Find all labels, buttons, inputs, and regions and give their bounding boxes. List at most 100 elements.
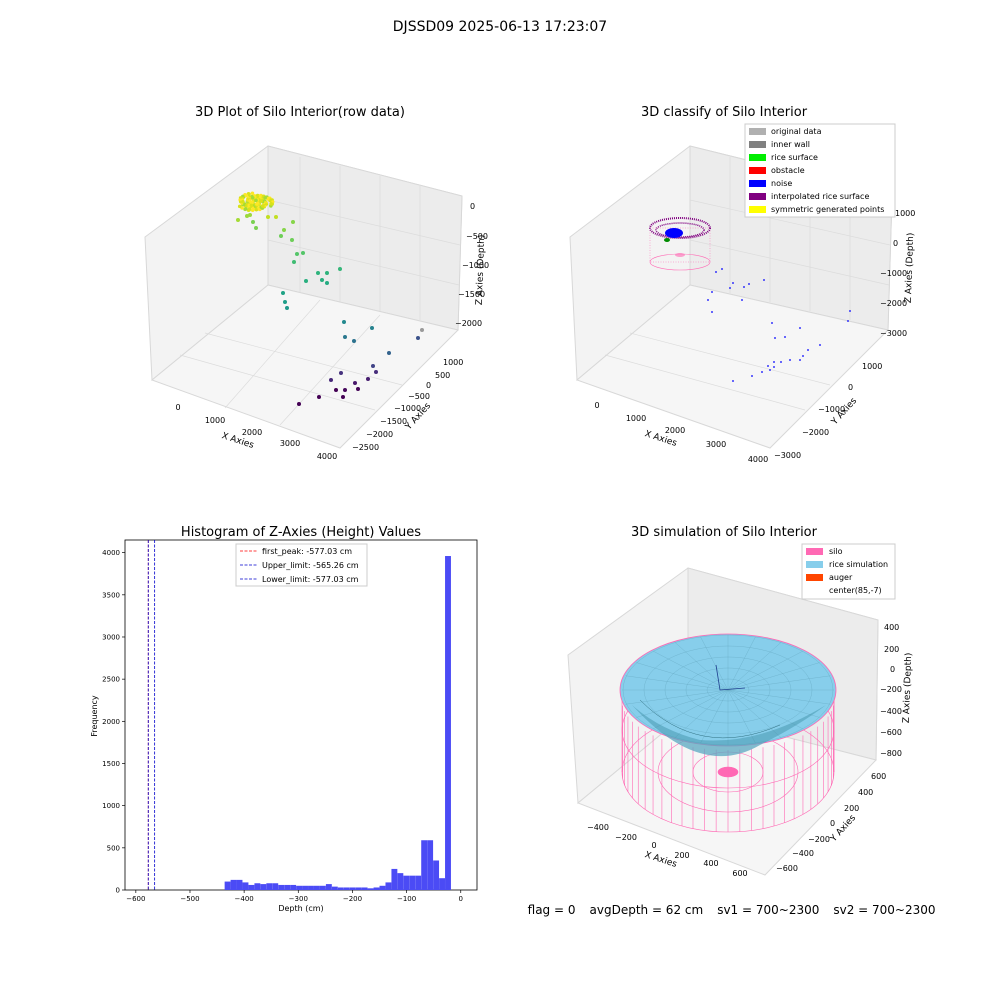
noise-point [773,361,775,363]
status-avg-depth: avgDepth = 62 cm [589,903,704,917]
noise-point [743,286,745,288]
legend-silo: silo [829,547,843,556]
noise-point [767,365,769,367]
noise-point [711,311,713,313]
rice-mesh-line [636,689,729,718]
z-tick: 400 [884,623,899,632]
noise-point [789,359,791,361]
histogram-bar [325,884,332,890]
y-tick-label: 4000 [102,549,120,557]
histogram-bar [343,887,350,890]
panel4-z-ticks: 400 200 0 −200 −400 −600 −800 [880,623,902,758]
data-point [387,351,391,355]
panel2-cylinder [649,217,711,271]
x-tick: 1000 [205,416,225,425]
panel-classify-3d: 3D classify of Silo Interior original da… [569,105,916,464]
rice-surface [619,633,837,757]
y-tick-label: 3500 [102,591,120,599]
histogram-bar [433,860,440,890]
y-tick-label: 2500 [102,676,120,684]
noise-point [780,361,782,363]
data-point [248,199,252,203]
z-tick: −2000 [880,299,907,308]
rice-mesh-line [727,675,831,691]
y-tick: 0 [848,383,853,392]
histogram-bar [349,887,356,890]
histogram-bar [409,875,416,890]
data-point [237,204,242,209]
legend-lower-limit: Lower_limit: -577.03 cm [262,575,359,584]
noise-point [732,282,734,284]
rice-mesh-line [674,689,729,738]
legend-original-data: original data [771,127,822,136]
rice-mesh-ring [643,645,813,735]
data-point [263,195,267,200]
histogram-bar [367,888,374,890]
histogram-bar [236,879,243,890]
y-tick: −500 [408,392,430,401]
data-point [297,402,301,406]
rice-mesh-line [727,689,804,730]
z-tick: −1000 [462,261,489,270]
panel4-xlabel: X Axies [643,850,678,870]
data-point [285,306,289,310]
noise-point [847,320,849,322]
noise-point [771,322,773,324]
z-tick: −500 [466,232,488,241]
y-tick: 1000 [443,358,463,367]
rice-mesh-line [652,650,729,691]
panel4-y-ticks: 600 400 200 0 −200 −400 −600 [776,772,886,873]
rice-mesh-line [674,642,729,691]
data-point [291,220,295,224]
data-point [341,395,345,399]
data-point [245,214,249,218]
histogram-bar [397,873,404,890]
z-tick: 200 [884,645,899,654]
noise-point [741,299,743,301]
histogram-bar [284,884,291,890]
z-tick: 0 [890,665,895,674]
histogram-bar [230,879,237,890]
panel4-ylabel: Y Axies [828,813,858,845]
rice-mesh-ring [706,678,750,702]
histogram-bar [224,881,231,890]
panel2-y-ticks: 1000 0 −1000 −2000 −3000 [774,362,882,460]
y-tick-label: 1500 [102,760,120,768]
z-tick: −600 [880,728,902,737]
data-point [282,228,286,232]
histogram-bar [427,840,434,890]
x-tick: 200 [674,851,689,860]
data-point [416,336,420,340]
status-line: flag = 0 avgDepth = 62 cm sv1 = 700~2300 sv… [520,889,950,917]
x-tick-label: −400 [235,895,254,903]
x-tick: 400 [703,859,718,868]
y-tick-label: 1000 [102,802,120,810]
y-tick: −3000 [774,451,801,460]
histogram-plot-area [124,539,478,891]
noise-point [799,359,801,361]
legend-first-peak: first_peak: -577.03 cm [262,547,352,556]
noise-point [751,375,753,377]
data-point [295,252,299,256]
histogram-bar [248,884,255,890]
noise-point [748,283,750,285]
y-tick: 600 [871,772,886,781]
z-tick: −2000 [455,319,482,328]
panel-histogram: Histogram of Z-Axies (Height) Values −60… [90,525,478,913]
panel4-x-ticks: −400 −200 0 200 400 600 [587,823,748,878]
rice-mesh-ring [685,667,771,713]
status-sv1: sv1 = 700~2300 [717,903,820,917]
y-tick: 0 [830,819,835,828]
x-tick: 0 [175,403,180,412]
legend-rice-surface: rice surface [771,153,818,162]
data-point [243,207,248,211]
legend-noise: noise [771,179,792,188]
histogram-x-ticks: −600 −500 −400 −300 −200 −100 0 [126,890,463,903]
rice-mesh-line [727,689,831,705]
panel1-panes [144,145,463,449]
data-point [374,370,378,374]
panel2-title: 3D classify of Silo Interior [641,105,808,120]
y-tick: −600 [776,864,798,873]
data-point [334,388,338,392]
histogram-bar [337,887,344,890]
